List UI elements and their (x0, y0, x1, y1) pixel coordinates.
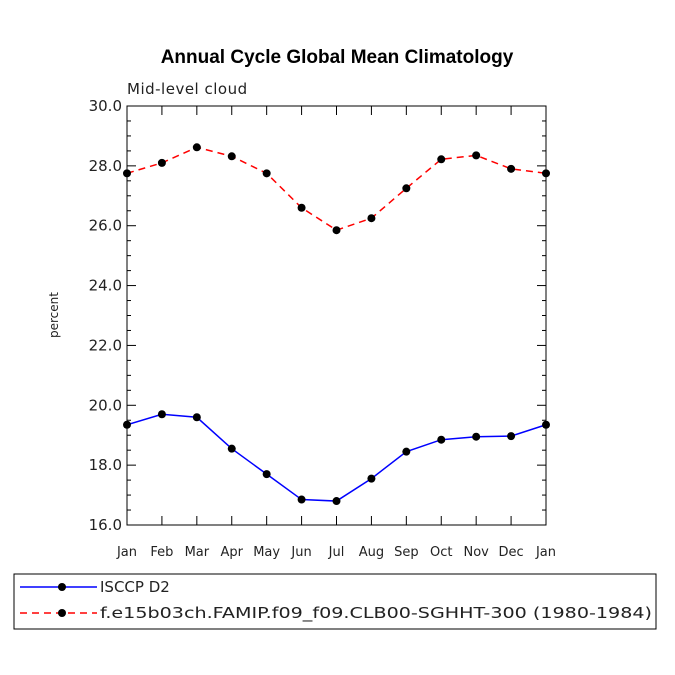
series-0-point (472, 432, 481, 441)
x-tick-label: Aug (359, 545, 384, 560)
series-0-point (507, 432, 516, 441)
y-tick-label: 30.0 (89, 97, 122, 115)
series-line-1 (126, 146, 547, 232)
x-tick-label: Apr (221, 545, 244, 560)
series-1-point (367, 214, 376, 223)
x-tick-label: Jan (535, 545, 556, 560)
x-tick-label: Jul (328, 545, 345, 560)
series-0-point (227, 444, 236, 453)
series-1-point (472, 151, 481, 160)
y-tick-label: 16.0 (89, 516, 122, 534)
y-ticks: 16.0 18.0 20.0 22.0 24.0 26.0 28.0 30.0 (89, 97, 546, 534)
chart-title: Annual Cycle Global Mean Climatology (161, 47, 514, 68)
series-0-point (192, 413, 201, 422)
legend-box (13, 573, 657, 630)
series-1-point (297, 203, 306, 212)
series-0-point (262, 470, 271, 479)
series-0-point (402, 447, 411, 456)
y-tick-label: 22.0 (89, 336, 122, 354)
x-tick-label: Feb (150, 545, 173, 560)
x-tick-label: Jun (290, 545, 311, 560)
series-0-point (297, 495, 306, 504)
x-tick-label: May (253, 545, 280, 560)
series-1-point (507, 164, 516, 173)
series-1-point (157, 158, 166, 167)
legend: ISCCP D2 f.e15b03ch.FAMIP.f09_f09.CLB00-… (13, 573, 657, 630)
y-axis-label: percent (47, 292, 61, 338)
series-1-point (262, 169, 271, 178)
series-0-point (123, 420, 131, 429)
series-0-point (437, 435, 446, 444)
series-1-point (437, 155, 446, 164)
series-1-point (542, 169, 550, 178)
x-ticks: Jan Feb Mar Apr May Jun Jul Aug Sep Oct Nov Dec Jan (116, 106, 556, 560)
x-tick-label: Mar (185, 545, 210, 560)
y-tick-label: 20.0 (89, 396, 122, 414)
x-tick-label: Dec (499, 545, 524, 560)
y-tick-label: 28.0 (89, 157, 122, 175)
x-tick-label: Oct (430, 545, 452, 560)
legend-marker-isccp (58, 583, 66, 591)
x-tick-label: Jan (116, 545, 137, 560)
y-tick-label: 26.0 (89, 217, 122, 235)
series-0-point (542, 420, 550, 429)
legend-label-isccp: ISCCP D2 (100, 578, 170, 596)
series-1-point (192, 143, 201, 152)
chart-subtitle: Mid-level cloud (127, 80, 248, 98)
series-lines (123, 143, 550, 506)
plot-frame (126, 105, 547, 526)
x-tick-label: Nov (463, 545, 489, 560)
series-0-point (157, 410, 166, 419)
series-1-point (227, 152, 236, 161)
y-tick-label: 24.0 (89, 277, 122, 295)
series-1-point (402, 184, 411, 193)
y-tick-label: 18.0 (89, 456, 122, 474)
series-1-point (332, 226, 341, 235)
x-tick-label: Sep (394, 545, 419, 560)
series-line-0 (126, 413, 547, 502)
legend-label-model: f.e15b03ch.FAMIP.f09_f09.CLB00-SGHHT-300… (100, 604, 652, 623)
series-0-point (332, 497, 341, 506)
legend-marker-model (58, 609, 66, 617)
series-1-point (123, 169, 131, 178)
series-0-point (367, 474, 376, 483)
